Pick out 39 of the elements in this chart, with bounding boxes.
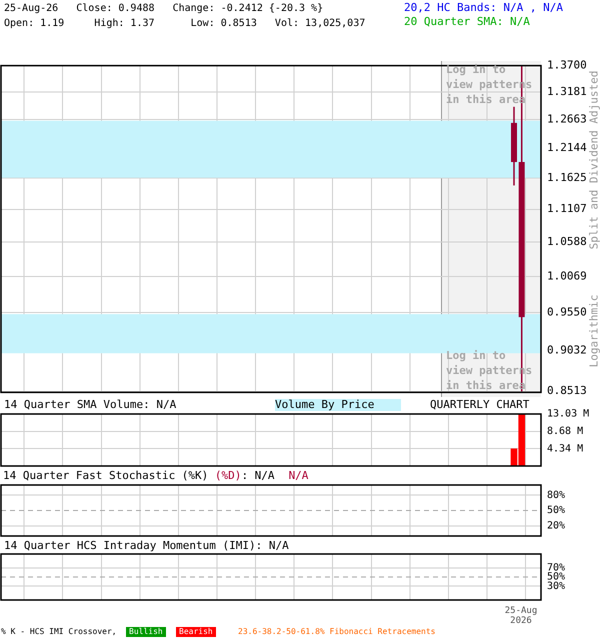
y-tick-label: 1.0588 xyxy=(547,234,587,248)
text: 20 Quarter SMA: N/A xyxy=(404,15,530,28)
text: 25-Aug 2026 xyxy=(504,606,538,626)
text: 20,2 HC Bands: N/A , N/A xyxy=(404,1,563,14)
y-tick-label: 1.2144 xyxy=(547,141,588,154)
y-axis-title: Split and Dividend Adjusted xyxy=(586,70,600,250)
chart-title: 14 Quarter Fast Stochastic (%K) xyxy=(3,469,208,482)
y-tick-label: 1.1625 xyxy=(547,170,587,184)
y-tick-label: 13.03 M xyxy=(547,408,590,420)
text: (%D) xyxy=(214,469,242,482)
y-tick-label: 70% xyxy=(547,562,566,574)
y-tick-label: 0.9550 xyxy=(547,306,587,319)
y-tick-label: 1.3700 xyxy=(547,58,587,72)
y-tick-label: 50% xyxy=(547,505,566,516)
text: % K - HCS IMI Crossover, xyxy=(1,627,117,637)
text: N/A xyxy=(288,469,308,482)
chart-title: 25-Aug-26 Close: 0.9488 Change: -0.2412 {-20.3 %} xyxy=(4,3,324,15)
y-tick-label: 80% xyxy=(547,490,566,501)
text: Bearish xyxy=(176,627,216,637)
y-tick-label: 4.34 M xyxy=(547,443,584,454)
text: QUARTERLY CHART xyxy=(430,398,530,411)
y-tick-label: 0.9032 xyxy=(547,344,587,357)
y-tick-label: 8.68 M xyxy=(547,426,584,437)
text: 23.6-38.2-50-61.8% Fibonacci Retracements xyxy=(238,627,436,637)
chart-subtitle: Open: 1.19 High: 1.37 Low: 0.8513 Vol: 13,025,037 xyxy=(4,18,366,30)
chart-title: 14 Quarter SMA Volume: N/A xyxy=(4,398,176,411)
chart-title: 14 Quarter HCS Intraday Momentum (IMI): N/A xyxy=(4,539,289,552)
text: : N/A xyxy=(241,469,275,482)
y-tick-label: 0.8513 xyxy=(547,384,587,398)
y-tick-label: 30% xyxy=(547,580,566,592)
y-tick-label: 20% xyxy=(547,520,566,532)
y-tick-label: 1.1107 xyxy=(547,202,587,216)
y-tick-label: 1.0069 xyxy=(547,269,587,282)
text: Bullish xyxy=(126,627,166,637)
text: Logarithmic xyxy=(586,294,600,368)
text: Volume By Price xyxy=(275,398,401,411)
y-tick-label: 1.3181 xyxy=(547,84,587,98)
y-tick-label: 50% xyxy=(547,572,566,583)
y-tick-label: 1.2663 xyxy=(547,112,587,126)
